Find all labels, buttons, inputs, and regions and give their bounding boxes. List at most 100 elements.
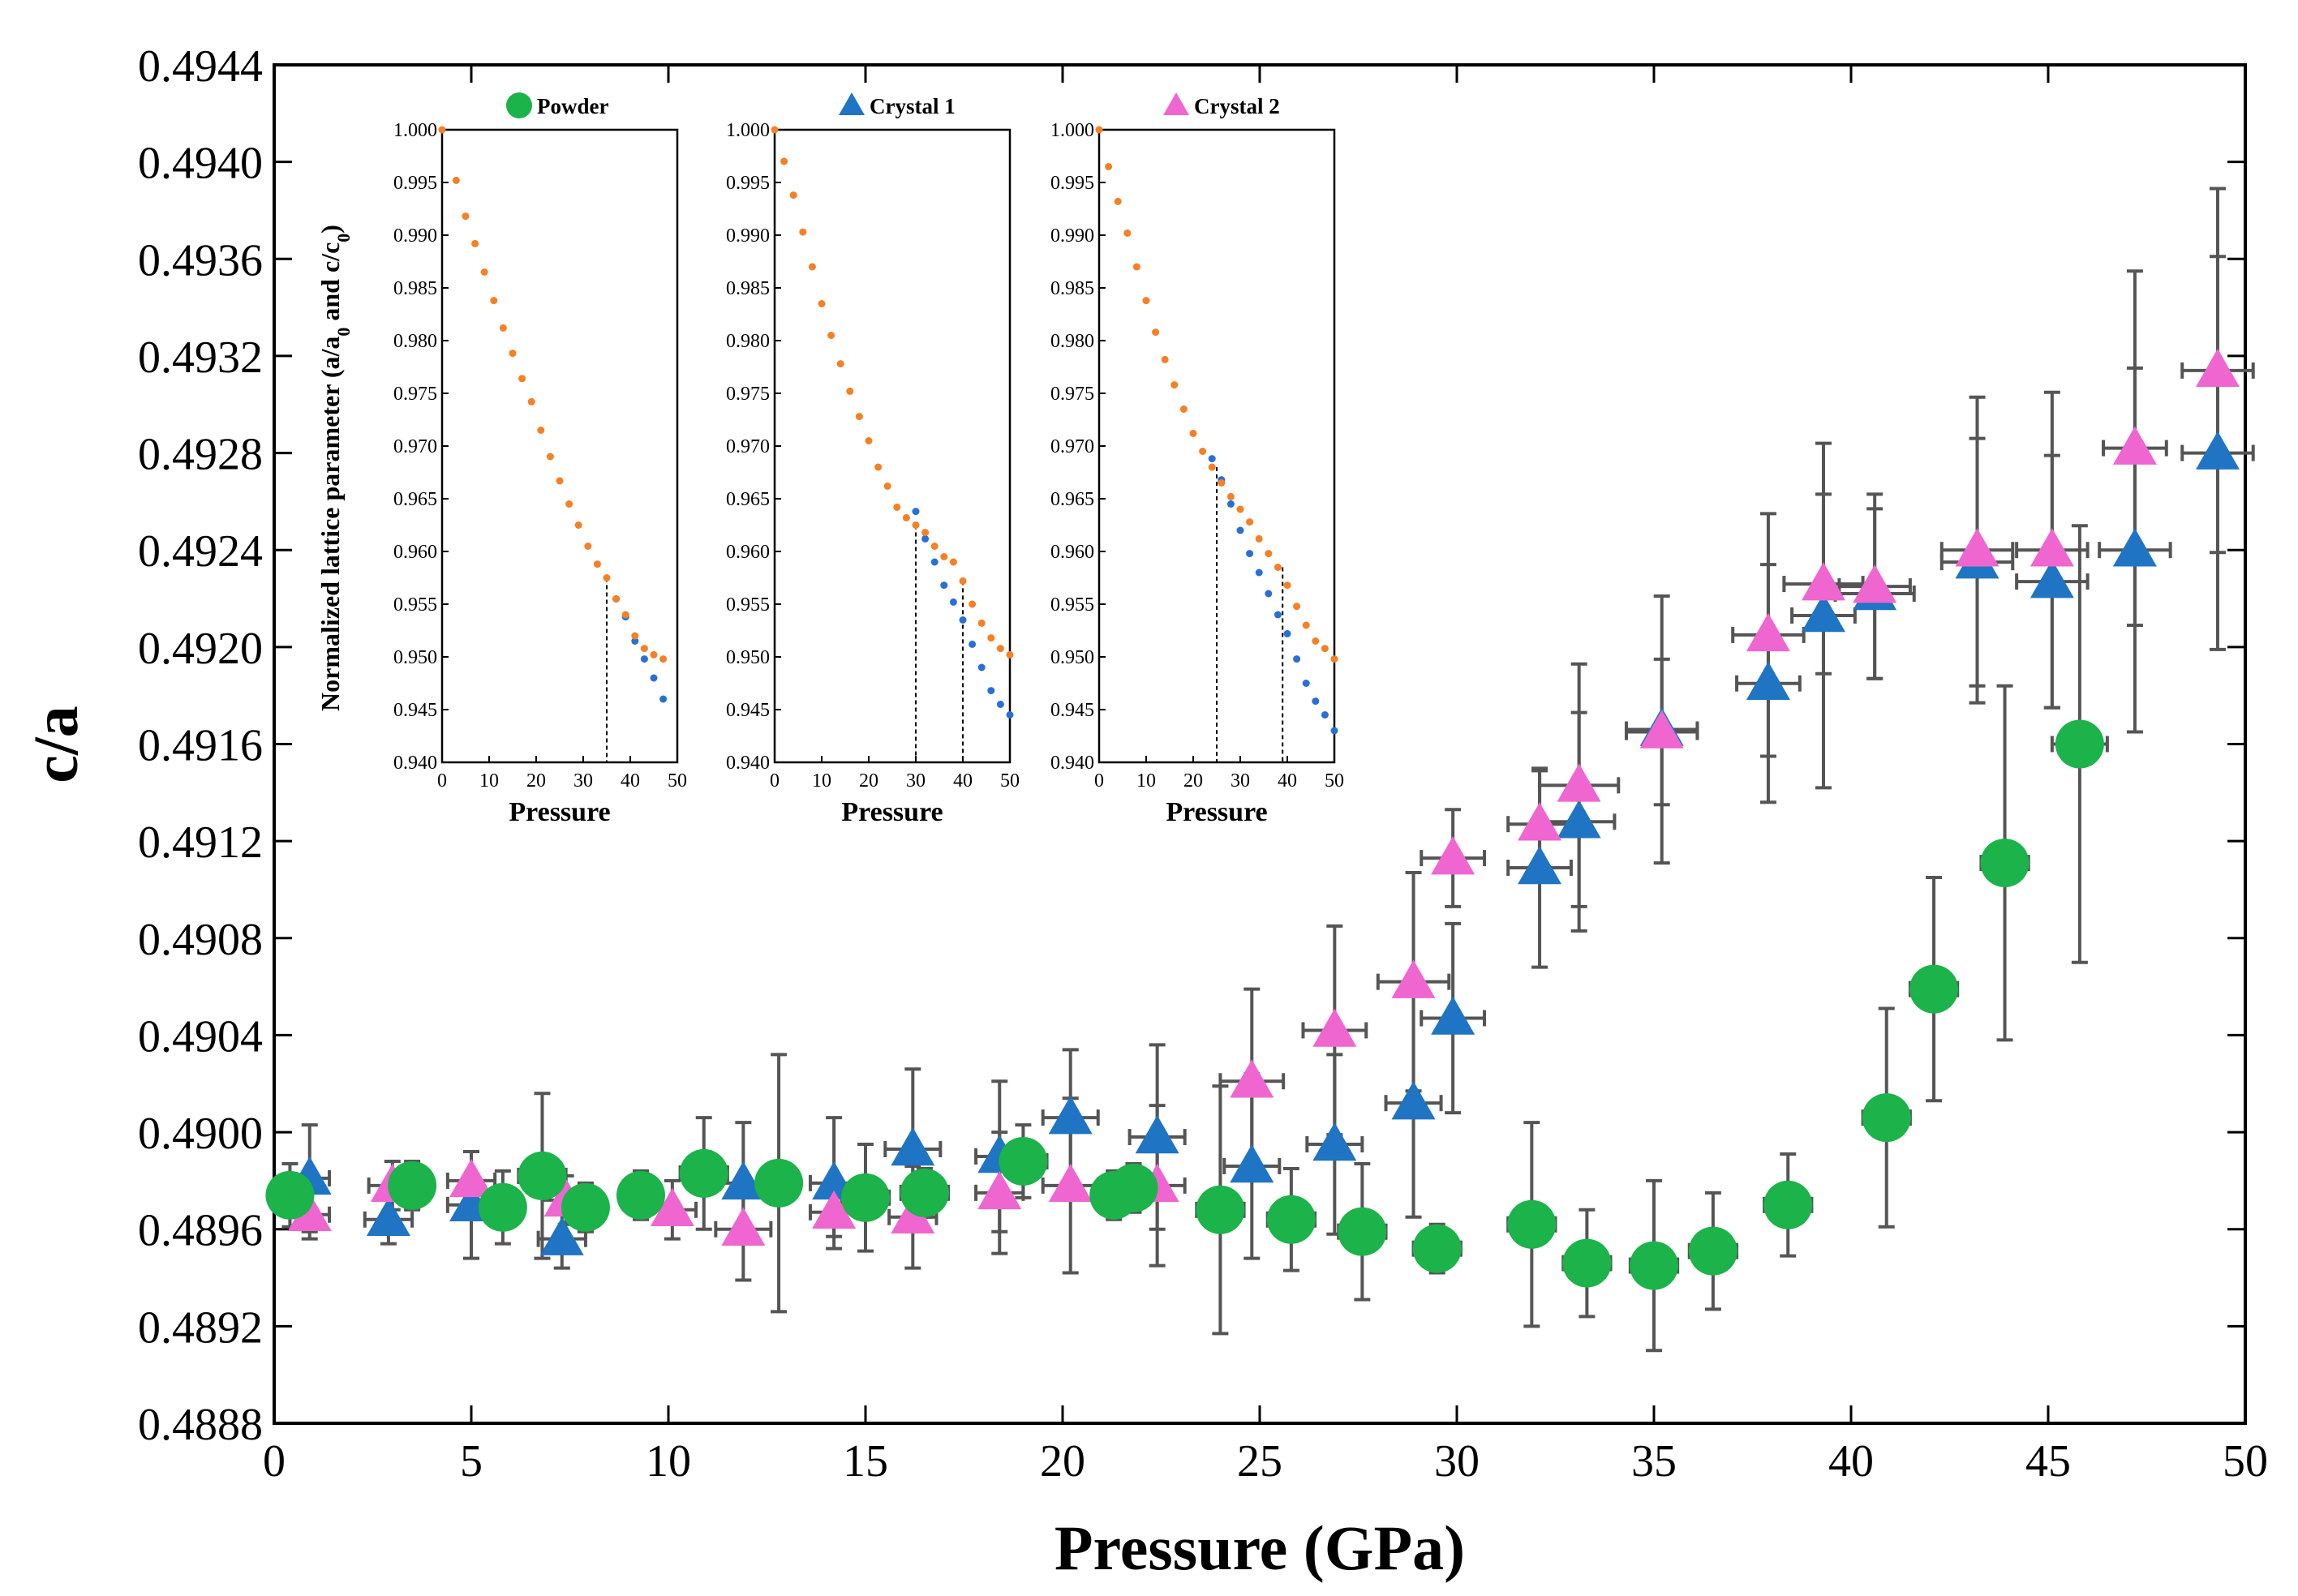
- inset-a-point: [865, 437, 873, 444]
- inset-x-tick-label: 20: [1183, 770, 1203, 792]
- data-point-crystal-2: [1230, 1059, 1274, 1098]
- inset-a-point: [874, 463, 883, 471]
- inset-y-tick-label: 0.960: [1050, 542, 1094, 563]
- inset-c-point: [959, 616, 967, 624]
- inset-a-point: [1246, 518, 1254, 526]
- inset-y-tick-label: 0.985: [1050, 278, 1094, 299]
- data-point-crystal-1: [2195, 431, 2240, 470]
- inset-a-point: [612, 595, 621, 603]
- inset-x-axis-title: Pressure: [841, 797, 943, 827]
- inset-a-point: [1293, 603, 1301, 611]
- data-point-powder: [265, 1170, 315, 1220]
- data-point-powder: [616, 1170, 665, 1220]
- data-point-crystal-2: [1746, 612, 1790, 652]
- inset-y-tick-label: 0.965: [1050, 489, 1094, 510]
- data-point-crystal-1: [366, 1197, 410, 1236]
- x-tick-label: 5: [460, 1436, 483, 1487]
- inset-a-point: [631, 632, 639, 640]
- inset-a-point: [1199, 448, 1207, 455]
- inset-y-tick-label: 0.985: [393, 278, 437, 299]
- data-point-powder: [1630, 1241, 1678, 1290]
- y-tick-label: 0.4932: [138, 332, 263, 383]
- data-point-crystal-2: [977, 1170, 1022, 1210]
- y-tick-label: 0.4916: [138, 721, 263, 771]
- inset-c-point: [1236, 526, 1244, 534]
- inset-c-point: [659, 695, 668, 703]
- inset-x-tick-label: 50: [1325, 770, 1344, 792]
- inset-y-tick-label: 0.980: [726, 331, 770, 352]
- inset-a-point: [1321, 645, 1329, 653]
- inset-c-point: [1293, 655, 1301, 663]
- inset-y-tick-label: 0.970: [726, 436, 770, 457]
- inset-c-point: [1226, 500, 1235, 508]
- x-tick-label: 50: [2223, 1436, 2268, 1487]
- data-point-powder: [1688, 1226, 1737, 1276]
- y-tick-label: 0.4924: [138, 526, 263, 577]
- inset-y-tick-label: 0.990: [726, 225, 770, 247]
- inset-c-point: [1312, 697, 1320, 706]
- inset-x-tick-label: 50: [668, 770, 687, 792]
- inset-a-point: [949, 558, 957, 566]
- inset-y-tick-label: 1.000: [1050, 120, 1094, 141]
- inset-y-tick-label: 0.955: [1050, 594, 1094, 616]
- inset-x-tick-label: 40: [1278, 770, 1297, 792]
- inset-a-point: [893, 503, 901, 511]
- inset-a-point: [1189, 429, 1197, 437]
- data-point-crystal-2: [1391, 959, 1436, 998]
- y-tick-label: 0.4940: [138, 139, 263, 189]
- inset-a-point: [902, 513, 910, 521]
- inset-a-point: [855, 413, 863, 421]
- data-point-powder: [754, 1158, 804, 1208]
- inset-a-point: [1218, 479, 1226, 487]
- inset-y-tick-label: 0.950: [726, 647, 770, 668]
- inset-y-tick-label: 0.940: [393, 753, 437, 774]
- data-point-crystal-2: [2030, 528, 2074, 567]
- inset-a-point: [987, 634, 995, 642]
- inset-x-tick-label: 40: [953, 770, 973, 792]
- inset-a-point: [1142, 297, 1150, 305]
- inset-a-point: [518, 375, 526, 383]
- inset-legend-marker: [839, 92, 865, 115]
- inset-y-tick-label: 0.975: [726, 384, 770, 405]
- x-tick-label: 35: [1631, 1436, 1677, 1487]
- data-point-crystal-2: [1312, 1008, 1357, 1047]
- inset-a-point: [930, 543, 939, 550]
- inset-y-tick-label: 0.995: [393, 173, 437, 194]
- inset-a-point: [1179, 405, 1188, 413]
- inset-a-point: [438, 126, 446, 134]
- data-point-powder: [1196, 1185, 1245, 1234]
- data-point-powder: [1562, 1238, 1612, 1288]
- inset-y-tick-label: 0.975: [393, 384, 437, 405]
- y-axis-title: c/a: [20, 706, 91, 783]
- data-point-crystal-1: [2112, 528, 2157, 567]
- inset-y-tick-label: 0.970: [393, 436, 437, 457]
- inset-legend-label: Powder: [537, 94, 608, 118]
- inset-a-point: [1312, 637, 1320, 645]
- inset-a-point: [969, 600, 977, 608]
- data-point-crystal-2: [812, 1190, 857, 1229]
- inset-x-tick-label: 20: [859, 770, 878, 792]
- data-point-crystal-1: [1135, 1115, 1179, 1154]
- inset-y-tick-label: 1.000: [393, 120, 437, 141]
- inset-y-tick-label: 0.945: [1050, 700, 1094, 721]
- inset-a-point: [996, 645, 1004, 653]
- y-tick-label: 0.4908: [138, 915, 263, 965]
- inset-a-point: [462, 212, 470, 221]
- data-point-powder: [841, 1173, 890, 1222]
- inset-a-point: [452, 176, 460, 184]
- inset-y-tick-label: 0.950: [393, 647, 437, 668]
- inset-a-point: [509, 350, 517, 358]
- inset-a-point: [1006, 650, 1014, 659]
- inset-c-point: [640, 655, 648, 663]
- data-point-powder: [1109, 1163, 1158, 1212]
- data-point-crystal-1: [2030, 560, 2074, 598]
- data-point-crystal-2: [1048, 1163, 1093, 1203]
- inset-x-tick-label: 0: [770, 770, 780, 792]
- inset-a-point: [537, 427, 545, 434]
- inset-y-tick-label: 0.955: [726, 594, 770, 616]
- inset-y-tick-label: 0.970: [1050, 436, 1094, 457]
- inset-y-tick-label: 0.960: [726, 542, 770, 563]
- inset-c-point: [1265, 590, 1273, 598]
- series-powder: [265, 719, 2104, 1290]
- inset-frame: [440, 128, 679, 764]
